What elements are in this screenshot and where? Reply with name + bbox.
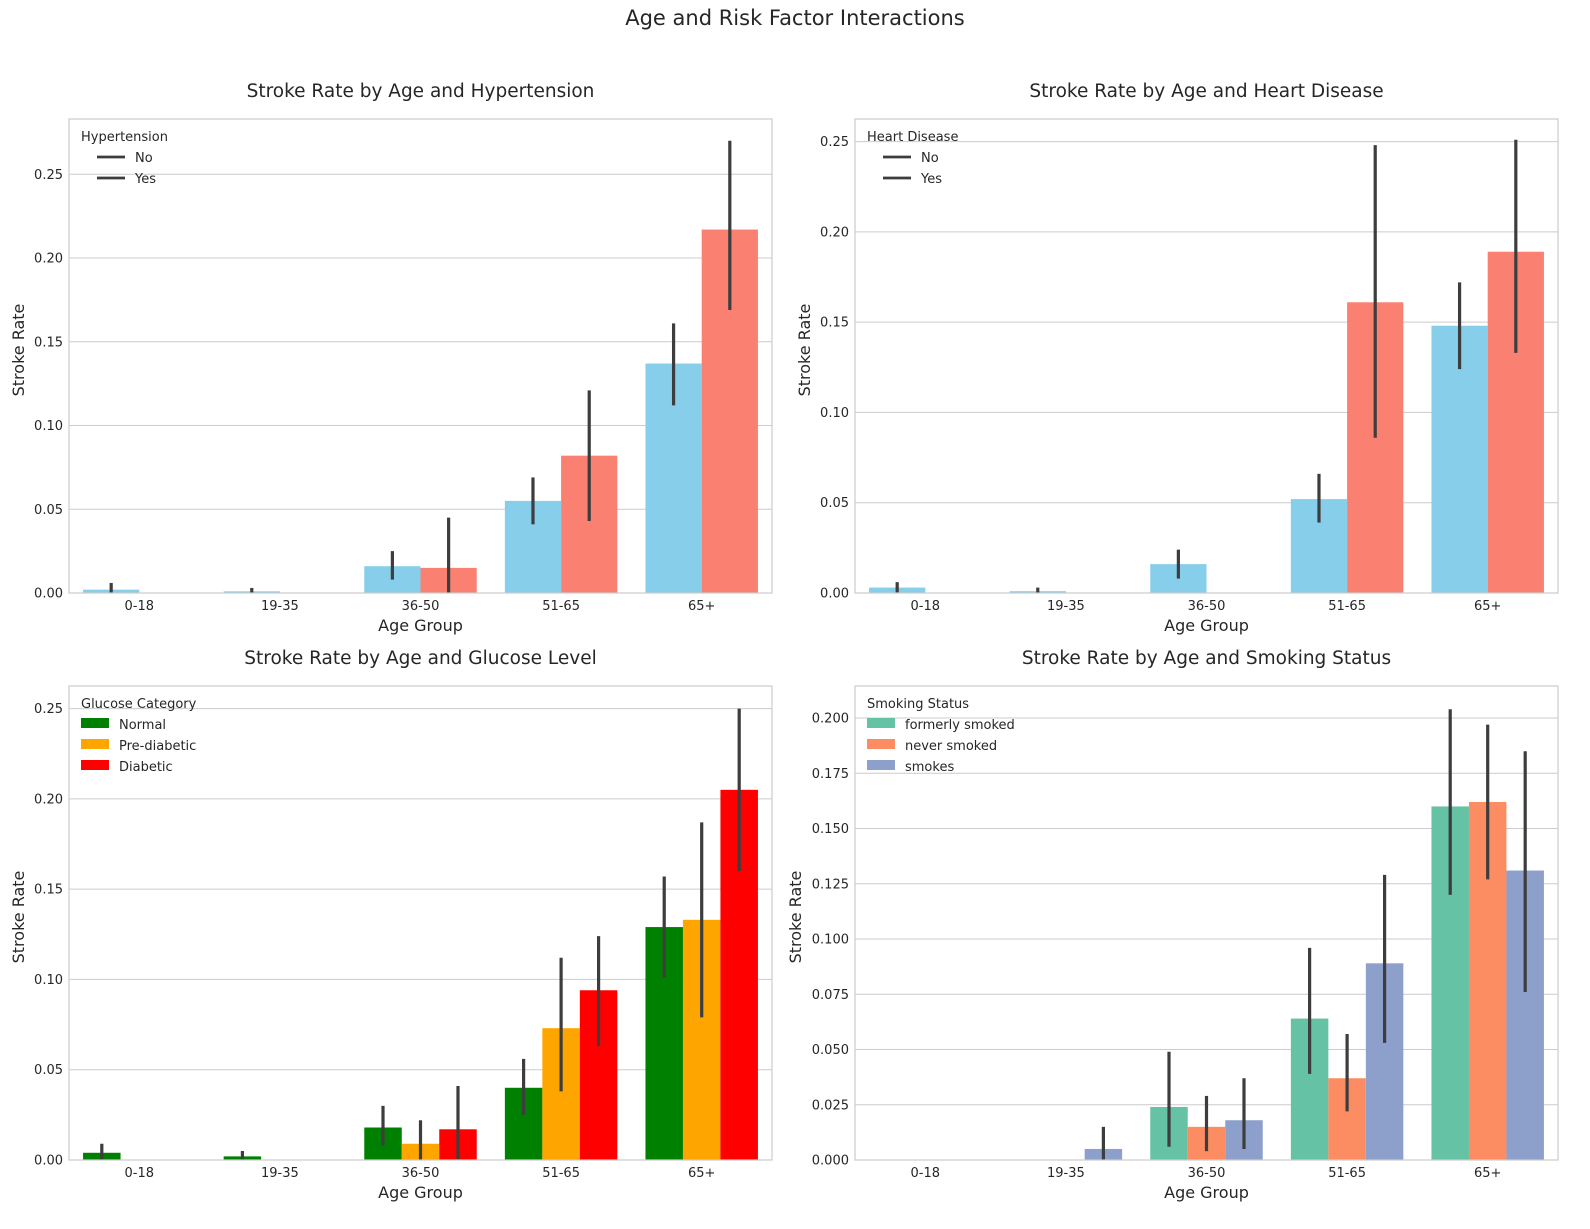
figure-title: Age and Risk Factor Interactions <box>625 6 965 30</box>
chart-title: Stroke Rate by Age and Heart Disease <box>1029 81 1383 102</box>
y-tick-label: 0.15 <box>34 883 63 898</box>
x-tick-label: 19-35 <box>261 599 299 614</box>
x-tick-label: 0-18 <box>911 1166 941 1181</box>
legend-color-swatch <box>867 739 895 749</box>
x-axis-label: Age Group <box>378 1183 463 1202</box>
x-tick-label: 36-50 <box>1188 1166 1226 1181</box>
y-tick-label: 0.05 <box>34 503 63 518</box>
x-tick-label: 65+ <box>688 1166 715 1181</box>
x-tick-label: 0-18 <box>911 599 941 614</box>
plot-frame <box>68 118 773 594</box>
y-tick-label: 0.20 <box>34 792 63 807</box>
y-tick-label: 0.25 <box>820 135 849 150</box>
x-tick-label: 19-35 <box>261 1166 299 1181</box>
y-tick-label: 0.05 <box>820 496 849 511</box>
x-tick-label: 0-18 <box>125 599 155 614</box>
x-tick-label: 51-65 <box>1328 1166 1366 1181</box>
x-tick-label: 65+ <box>1474 1166 1501 1181</box>
y-tick-label: 0.00 <box>820 587 849 602</box>
legend-item-label: Normal <box>119 718 166 733</box>
plot-frame <box>854 118 1559 594</box>
y-tick-label: 0.00 <box>34 1154 63 1169</box>
legend-item-label: No <box>921 151 939 166</box>
y-tick-label: 0.075 <box>812 988 849 1003</box>
y-tick-label: 0.000 <box>812 1154 849 1169</box>
x-axis-label: Age Group <box>1164 616 1249 635</box>
x-axis-label: Age Group <box>378 616 463 635</box>
legend-item-label: smokes <box>905 760 954 775</box>
y-tick-label: 0.125 <box>812 877 849 892</box>
x-tick-label: 0-18 <box>125 1166 155 1181</box>
legend-item-label: Yes <box>920 172 942 187</box>
y-tick-label: 0.00 <box>34 587 63 602</box>
x-tick-label: 65+ <box>688 599 715 614</box>
y-tick-label: 0.200 <box>812 712 849 727</box>
legend-color-swatch <box>867 760 895 770</box>
chart-panel-4: 0.000 0.025 0.050 0.075 0.100 0.125 0.150 0.175… <box>786 648 1559 1202</box>
y-tick-label: 0.10 <box>34 973 63 988</box>
y-tick-label: 0.050 <box>812 1043 849 1058</box>
x-tick-label: 65+ <box>1474 599 1501 614</box>
legend-title: Hypertension <box>81 130 168 145</box>
y-axis-label: Stroke Rate <box>786 871 805 964</box>
x-tick-label: 51-65 <box>542 1166 580 1181</box>
y-tick-label: 0.20 <box>34 252 63 267</box>
plot-frame <box>68 685 773 1161</box>
y-tick-label: 0.25 <box>34 702 63 717</box>
legend-title: Smoking Status <box>867 697 969 712</box>
x-axis-label: Age Group <box>1164 1183 1249 1202</box>
x-tick-label: 19-35 <box>1047 599 1085 614</box>
chart-panel-2: 0.00 0.05 0.10 0.15 0.20 0.25 0-18 19-35 36-50 51… <box>795 81 1559 635</box>
y-tick-label: 0.05 <box>34 1063 63 1078</box>
legend-item-label: formerly smoked <box>905 718 1015 733</box>
plot-frame <box>854 685 1559 1161</box>
y-tick-label: 0.25 <box>34 168 63 183</box>
y-tick-label: 0.10 <box>34 419 63 434</box>
y-tick-label: 0.175 <box>812 767 849 782</box>
x-tick-label: 36-50 <box>1188 599 1226 614</box>
legend-color-swatch <box>81 760 109 770</box>
x-tick-label: 19-35 <box>1047 1166 1085 1181</box>
y-axis-label: Stroke Rate <box>9 304 28 397</box>
x-tick-label: 36-50 <box>402 599 440 614</box>
chart-title: Stroke Rate by Age and Smoking Status <box>1022 648 1391 669</box>
y-tick-label: 0.15 <box>820 316 849 331</box>
legend-item-label: Diabetic <box>119 760 173 775</box>
chart-title: Stroke Rate by Age and Glucose Level <box>244 648 596 669</box>
x-tick-label: 51-65 <box>1328 599 1366 614</box>
legend-color-swatch <box>81 718 109 728</box>
y-tick-label: 0.10 <box>820 406 849 421</box>
legend-item-label: No <box>135 151 153 166</box>
legend-item-label: never smoked <box>905 739 997 754</box>
y-tick-label: 0.150 <box>812 822 849 837</box>
x-tick-label: 36-50 <box>402 1166 440 1181</box>
chart-panel-1: 0.00 0.05 0.10 0.15 0.20 0.25 0-18 19-35 36-50 51… <box>9 81 773 635</box>
y-axis-label: Stroke Rate <box>9 871 28 964</box>
y-tick-label: 0.100 <box>812 933 849 948</box>
y-axis-label: Stroke Rate <box>795 304 814 397</box>
y-tick-label: 0.20 <box>820 225 849 240</box>
legend-item-label: Pre-diabetic <box>119 739 196 754</box>
legend-item-label: Yes <box>134 172 156 187</box>
chart-title: Stroke Rate by Age and Hypertension <box>247 81 595 102</box>
y-tick-label: 0.025 <box>812 1098 849 1113</box>
chart-panel-3: 0.00 0.05 0.10 0.15 0.20 0.25 0-18 19-35 36-50 51… <box>9 648 773 1202</box>
legend-color-swatch <box>867 718 895 728</box>
bar <box>1431 325 1488 593</box>
x-tick-label: 51-65 <box>542 599 580 614</box>
legend-color-swatch <box>81 739 109 749</box>
legend-title: Glucose Category <box>81 697 197 712</box>
legend-title: Heart Disease <box>867 130 958 145</box>
y-tick-label: 0.15 <box>34 335 63 350</box>
